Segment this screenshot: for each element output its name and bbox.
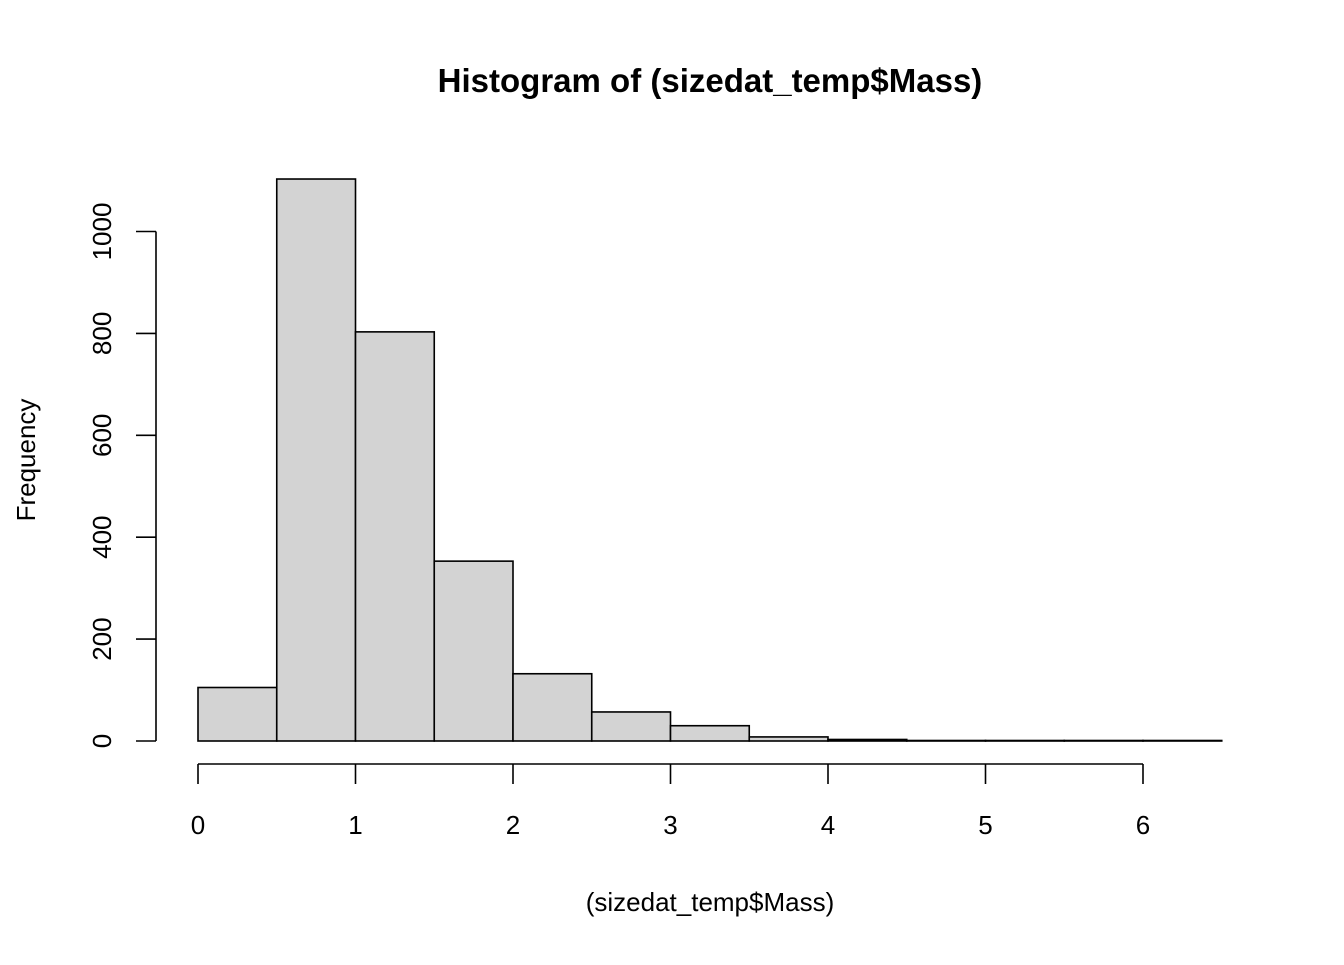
- histogram-bar: [197, 686, 278, 742]
- y-tick-label: 1000: [87, 203, 117, 261]
- bars-group: [197, 178, 1223, 742]
- x-axis-label: (sizedat_temp$Mass): [586, 887, 835, 917]
- histogram-bar: [669, 724, 751, 742]
- histogram-bar: [1142, 739, 1223, 742]
- y-tick-label: 200: [87, 617, 117, 660]
- histogram-bar: [1063, 739, 1144, 742]
- histogram-bar: [512, 672, 593, 742]
- histogram-bar: [827, 738, 908, 742]
- histogram-bar: [905, 739, 987, 742]
- x-tick-label: 6: [1136, 810, 1150, 840]
- x-tick-label: 5: [978, 810, 992, 840]
- histogram-bar: [748, 736, 829, 742]
- x-tick-label: 3: [663, 810, 677, 840]
- y-tick-label: 800: [87, 312, 117, 355]
- histogram-bar: [590, 711, 672, 742]
- x-tick-label: 4: [821, 810, 835, 840]
- y-tick-label: 400: [87, 516, 117, 559]
- y-axis: 0 200 400 600 800 1000: [87, 203, 157, 748]
- histogram-bar: [984, 739, 1066, 742]
- y-axis-label: Frequency: [11, 399, 41, 522]
- x-tick-label: 1: [348, 810, 362, 840]
- histogram-bar: [275, 178, 357, 742]
- y-tick-label: 600: [87, 414, 117, 457]
- histogram-bar: [354, 331, 436, 742]
- x-tick-label: 2: [506, 810, 520, 840]
- y-tick-label: 0: [87, 734, 117, 748]
- histogram-bar: [433, 560, 514, 742]
- chart-title: Histogram of (sizedat_temp$Mass): [438, 62, 983, 99]
- x-tick-label: 0: [191, 810, 205, 840]
- x-axis: 0 1 2 3 4 5 6: [191, 763, 1150, 840]
